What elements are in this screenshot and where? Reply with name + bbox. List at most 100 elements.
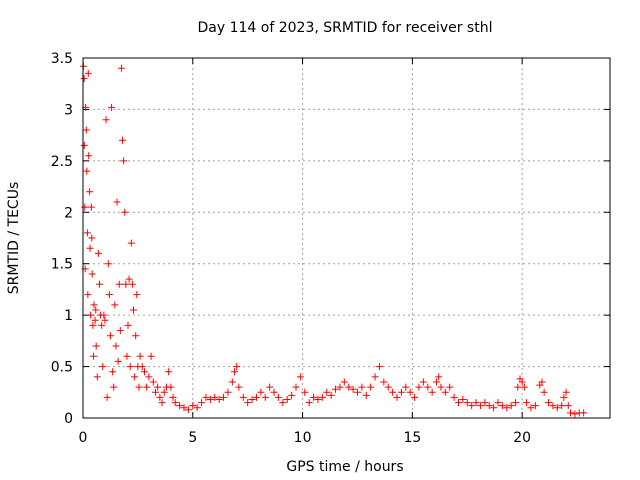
data-point xyxy=(296,373,304,381)
data-point xyxy=(121,208,129,216)
data-point xyxy=(126,363,134,371)
data-point xyxy=(485,402,493,410)
data-point xyxy=(362,391,370,399)
data-point xyxy=(402,383,410,391)
data-point xyxy=(176,402,184,410)
data-point xyxy=(180,404,188,412)
data-point xyxy=(130,306,138,314)
data-point xyxy=(358,383,366,391)
data-point xyxy=(564,402,572,410)
data-point xyxy=(419,378,427,386)
data-point xyxy=(95,280,103,288)
data-point xyxy=(397,388,405,396)
x-tick-label: 0 xyxy=(79,430,88,446)
data-point xyxy=(323,388,331,396)
y-tick-label: 3 xyxy=(64,102,73,118)
data-point xyxy=(105,291,113,299)
data-point xyxy=(375,363,383,371)
data-point xyxy=(211,393,219,401)
data-point xyxy=(433,378,441,386)
data-point xyxy=(248,395,256,403)
data-point xyxy=(165,368,173,376)
data-point xyxy=(167,383,175,391)
data-point xyxy=(86,244,94,252)
data-point xyxy=(104,260,112,268)
data-point xyxy=(244,399,252,407)
data-point xyxy=(384,383,392,391)
data-point xyxy=(116,327,124,335)
data-point xyxy=(514,383,522,391)
data-point xyxy=(110,383,118,391)
data-point xyxy=(288,391,296,399)
data-point xyxy=(113,198,121,206)
data-point xyxy=(108,103,116,111)
data-point xyxy=(125,275,133,283)
x-tick-label: 15 xyxy=(403,430,421,446)
data-point xyxy=(411,393,419,401)
data-point xyxy=(371,373,379,381)
data-point xyxy=(261,393,269,401)
data-point xyxy=(92,306,100,314)
grid-lines xyxy=(83,58,610,418)
data-point xyxy=(131,373,139,381)
data-point xyxy=(103,393,111,401)
data-point xyxy=(123,352,131,360)
data-point xyxy=(101,316,109,324)
data-point xyxy=(89,321,97,329)
data-point xyxy=(171,399,179,407)
data-point xyxy=(86,188,94,196)
data-point xyxy=(507,402,515,410)
data-point xyxy=(353,388,361,396)
data-point xyxy=(189,402,197,410)
data-point xyxy=(340,378,348,386)
x-tick-label: 5 xyxy=(188,430,197,446)
data-point xyxy=(215,395,223,403)
data-point xyxy=(145,373,153,381)
data-point xyxy=(367,383,375,391)
data-point xyxy=(393,393,401,401)
data-point xyxy=(158,399,166,407)
data-point xyxy=(454,399,462,407)
data-point xyxy=(99,363,107,371)
data-point xyxy=(135,383,143,391)
data-point xyxy=(156,393,164,401)
data-point xyxy=(115,280,123,288)
data-point xyxy=(235,383,243,391)
data-point xyxy=(117,64,125,72)
data-point xyxy=(119,136,127,144)
data-point xyxy=(231,368,239,376)
data-point xyxy=(83,167,91,175)
data-point xyxy=(310,393,318,401)
data-point xyxy=(84,291,92,299)
data-point xyxy=(98,321,106,329)
data-point xyxy=(481,399,489,407)
data-point xyxy=(523,399,531,407)
data-point xyxy=(87,203,95,211)
data-point xyxy=(128,280,136,288)
data-point xyxy=(553,404,561,412)
data-point xyxy=(138,363,146,371)
data-point xyxy=(93,373,101,381)
data-point xyxy=(503,404,511,412)
data-point xyxy=(109,368,117,376)
data-point xyxy=(127,239,135,247)
data-point xyxy=(92,342,100,350)
data-point xyxy=(160,388,168,396)
data-point xyxy=(83,229,91,237)
data-point xyxy=(345,383,353,391)
data-point xyxy=(82,126,90,134)
data-point xyxy=(406,388,414,396)
data-point xyxy=(193,404,201,412)
x-tick-label: 10 xyxy=(294,430,312,446)
y-tick-label: 1.5 xyxy=(51,257,73,273)
data-point xyxy=(490,404,498,412)
data-point xyxy=(437,383,445,391)
data-point xyxy=(512,399,520,407)
data-point xyxy=(571,410,579,418)
data-point xyxy=(463,399,471,407)
data-point xyxy=(120,157,128,165)
data-point xyxy=(198,399,206,407)
data-point xyxy=(84,69,92,77)
y-tick-label: 0 xyxy=(64,411,73,427)
